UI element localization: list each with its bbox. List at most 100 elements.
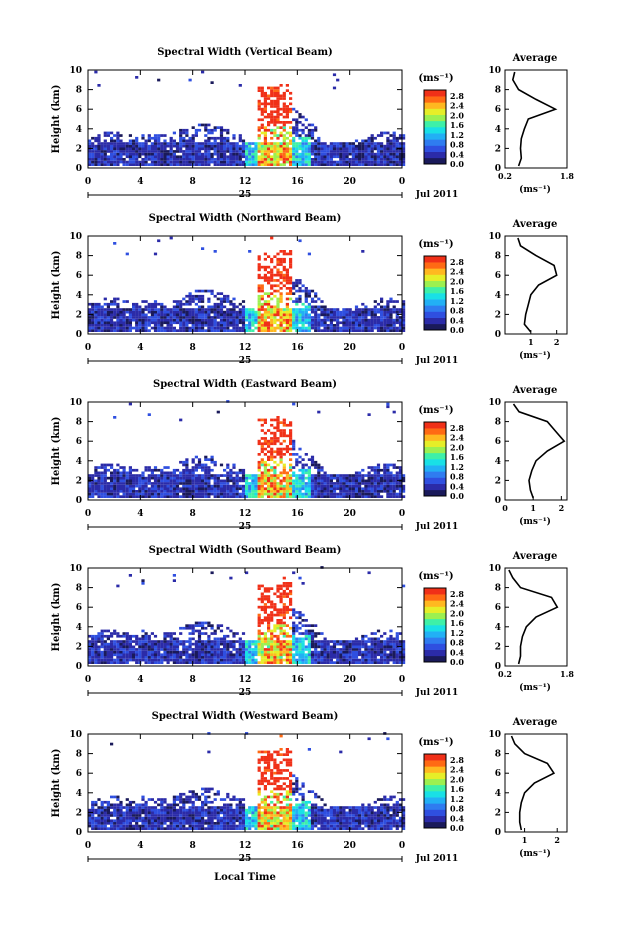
heatmap-cell bbox=[279, 147, 283, 151]
heatmap-cell bbox=[132, 658, 136, 662]
heatmap-cell bbox=[260, 484, 264, 488]
heatmap-cell bbox=[289, 423, 293, 427]
heatmap-cell bbox=[223, 128, 227, 132]
heatmap-cell bbox=[386, 474, 390, 477]
heatmap-cell bbox=[257, 613, 261, 617]
heatmap-cell bbox=[373, 482, 377, 485]
heatmap-cell bbox=[263, 136, 267, 140]
heatmap-cell bbox=[402, 310, 406, 314]
heatmap-cell bbox=[307, 661, 311, 664]
heatmap-cell bbox=[276, 613, 280, 617]
heatmap-cell bbox=[273, 308, 277, 311]
heatmap-cell bbox=[373, 492, 377, 496]
heatmap-cell bbox=[398, 310, 403, 314]
heatmap-cell bbox=[402, 300, 406, 303]
heatmap-cell bbox=[116, 632, 120, 635]
heatmap-cell bbox=[263, 418, 267, 422]
heatmap-cell bbox=[144, 155, 148, 159]
heatmap-cell bbox=[188, 302, 192, 306]
heatmap-cell bbox=[235, 142, 239, 145]
heatmap-cell bbox=[138, 142, 142, 145]
heatmap-cell bbox=[267, 128, 271, 132]
heatmap-cell bbox=[210, 476, 214, 480]
colorbar-segment bbox=[424, 151, 446, 159]
heatmap-cell bbox=[358, 318, 362, 322]
heatmap-cell bbox=[276, 86, 280, 90]
heatmap-cell bbox=[153, 490, 158, 493]
heatmap-cell bbox=[229, 308, 233, 311]
heatmap-cell bbox=[292, 316, 296, 319]
heatmap-cell bbox=[204, 640, 208, 643]
heatmap-cell bbox=[229, 313, 233, 317]
heatmap-cell bbox=[241, 163, 246, 166]
heatmap-cell bbox=[267, 587, 271, 590]
heatmap-cell bbox=[276, 113, 280, 116]
heatmap-cell bbox=[282, 468, 286, 472]
heatmap-cell bbox=[166, 648, 170, 651]
heatmap-cell bbox=[219, 653, 224, 657]
heatmap-cell bbox=[135, 326, 139, 330]
heatmap-cell bbox=[310, 160, 315, 164]
heatmap-cell bbox=[395, 484, 399, 488]
heatmap-cell bbox=[323, 645, 327, 649]
heatmap-cell bbox=[219, 160, 224, 164]
heatmap-cell bbox=[260, 479, 264, 483]
heatmap-cell bbox=[395, 152, 399, 156]
avg-x-tick-label: 1.8 bbox=[560, 171, 574, 181]
heatmap-cell bbox=[342, 150, 346, 153]
heatmap-cell bbox=[285, 423, 289, 427]
heatmap-cell bbox=[282, 158, 286, 161]
x-tick-label: 8 bbox=[190, 177, 196, 187]
heatmap-cell bbox=[153, 329, 158, 332]
heatmap-cell bbox=[276, 429, 280, 432]
x-tick-label: 12 bbox=[239, 343, 252, 353]
heatmap-cell bbox=[279, 653, 283, 657]
heatmap-cell bbox=[376, 150, 381, 153]
heatmap-cell bbox=[100, 466, 104, 469]
heatmap-cell bbox=[367, 658, 371, 662]
heatmap-cell bbox=[307, 634, 311, 638]
heatmap-cell bbox=[119, 482, 123, 485]
colorbar-segment bbox=[424, 114, 446, 122]
heatmap-cell bbox=[207, 163, 211, 166]
heatmap-cell bbox=[320, 300, 324, 303]
heatmap-cell bbox=[113, 142, 117, 145]
heatmap-cell bbox=[119, 466, 123, 469]
heatmap-cell bbox=[182, 158, 186, 161]
heatmap-cell bbox=[201, 300, 205, 303]
heatmap-cell bbox=[179, 155, 183, 159]
heatmap-cell bbox=[370, 158, 374, 161]
heatmap-cell bbox=[336, 474, 340, 477]
heatmap-cell bbox=[235, 471, 239, 475]
heatmap-cell bbox=[110, 139, 114, 143]
heatmap-cell bbox=[197, 155, 202, 159]
colorbar-segment bbox=[424, 293, 446, 300]
heatmap-cell bbox=[122, 495, 126, 498]
heatmap-cell bbox=[279, 608, 283, 612]
heatmap-cell bbox=[150, 142, 154, 145]
heatmap-cell bbox=[91, 324, 95, 327]
heatmap-cell bbox=[342, 160, 346, 164]
heatmap-cell bbox=[329, 321, 333, 325]
heatmap-cell bbox=[235, 316, 239, 319]
heatmap-cell bbox=[153, 318, 158, 322]
heatmap-cell bbox=[285, 605, 289, 609]
heatmap-cell bbox=[132, 310, 136, 314]
heatmap-cell bbox=[402, 321, 406, 325]
heatmap-cell bbox=[380, 160, 384, 164]
heatmap-cell bbox=[229, 300, 233, 303]
heatmap-cell bbox=[122, 653, 126, 657]
heatmap-cell bbox=[398, 318, 403, 322]
heatmap-cell bbox=[267, 302, 271, 306]
heatmap-cell bbox=[169, 632, 173, 635]
heatmap-cell bbox=[345, 482, 349, 485]
heatmap-cell bbox=[310, 158, 315, 161]
heatmap-cell bbox=[88, 160, 92, 164]
heatmap-cell bbox=[150, 642, 154, 646]
heatmap-cell bbox=[213, 152, 217, 156]
heatmap-cell bbox=[289, 147, 293, 151]
heatmap-cell bbox=[326, 308, 330, 311]
heatmap-cell bbox=[398, 308, 403, 311]
heatmap-cell bbox=[279, 94, 283, 98]
heatmap-cell bbox=[128, 495, 132, 498]
